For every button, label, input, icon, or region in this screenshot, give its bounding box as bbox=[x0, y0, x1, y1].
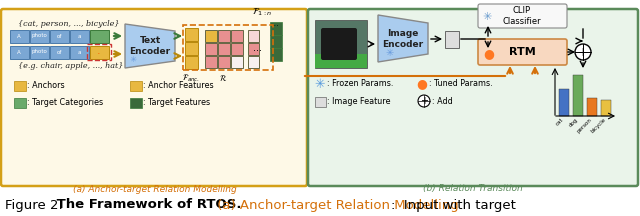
Text: {cat, person, ..., bicycle}: {cat, person, ..., bicycle} bbox=[18, 20, 120, 28]
Text: of: of bbox=[56, 33, 61, 38]
Text: ✳: ✳ bbox=[386, 48, 394, 58]
Text: : Tuned Params.: : Tuned Params. bbox=[429, 79, 493, 89]
FancyBboxPatch shape bbox=[90, 46, 109, 59]
Text: : Image Feature: : Image Feature bbox=[327, 97, 390, 105]
Bar bbox=[315, 20, 367, 68]
Text: : Anchor Features: : Anchor Features bbox=[143, 81, 214, 90]
Text: : Frozen Params.: : Frozen Params. bbox=[327, 79, 394, 89]
Text: : Add: : Add bbox=[432, 97, 452, 105]
Bar bbox=[218, 43, 230, 55]
Text: ✳: ✳ bbox=[129, 54, 136, 64]
FancyBboxPatch shape bbox=[70, 46, 88, 59]
Text: photo: photo bbox=[31, 49, 47, 54]
Text: (a) Anchor-target Relation Modelling: (a) Anchor-target Relation Modelling bbox=[73, 184, 237, 194]
Circle shape bbox=[418, 95, 430, 107]
Text: (b) Relation Transition: (b) Relation Transition bbox=[423, 184, 523, 194]
FancyBboxPatch shape bbox=[13, 97, 26, 108]
Text: ✳: ✳ bbox=[483, 12, 492, 22]
Bar bbox=[205, 43, 217, 55]
Polygon shape bbox=[378, 15, 428, 62]
FancyBboxPatch shape bbox=[70, 30, 88, 43]
FancyBboxPatch shape bbox=[10, 46, 29, 59]
Text: The Framework of RTOS.: The Framework of RTOS. bbox=[52, 199, 241, 211]
Bar bbox=[218, 30, 230, 42]
Text: of: of bbox=[56, 49, 61, 54]
Text: ●: ● bbox=[417, 78, 428, 91]
Bar bbox=[248, 43, 259, 55]
FancyBboxPatch shape bbox=[314, 97, 326, 106]
FancyBboxPatch shape bbox=[13, 81, 26, 91]
Text: (a) Anchor-target Relation Modelling: (a) Anchor-target Relation Modelling bbox=[213, 199, 459, 211]
FancyBboxPatch shape bbox=[10, 30, 29, 43]
Text: ...: ... bbox=[253, 43, 262, 53]
FancyBboxPatch shape bbox=[1, 9, 307, 186]
Bar bbox=[205, 56, 217, 68]
Text: {e.g. chair, apple, ..., hat}: {e.g. chair, apple, ..., hat} bbox=[18, 62, 124, 70]
FancyBboxPatch shape bbox=[90, 30, 109, 43]
FancyBboxPatch shape bbox=[184, 41, 198, 54]
FancyBboxPatch shape bbox=[129, 97, 141, 108]
Bar bbox=[601, 100, 611, 116]
FancyBboxPatch shape bbox=[478, 39, 567, 65]
Text: RTM: RTM bbox=[509, 47, 536, 57]
Circle shape bbox=[575, 44, 591, 60]
FancyBboxPatch shape bbox=[29, 30, 49, 43]
FancyBboxPatch shape bbox=[129, 81, 141, 91]
Text: ·: · bbox=[97, 49, 101, 59]
Text: +: + bbox=[578, 46, 588, 59]
Bar bbox=[248, 30, 259, 42]
Text: ✳: ✳ bbox=[315, 78, 325, 91]
Text: $\mathcal{F}_{anc.}$: $\mathcal{F}_{anc.}$ bbox=[182, 73, 200, 84]
Text: Text
Encoder: Text Encoder bbox=[129, 36, 171, 56]
FancyBboxPatch shape bbox=[49, 30, 68, 43]
Text: $\mathcal{R}$: $\mathcal{R}$ bbox=[219, 73, 227, 83]
Text: Figure 2:: Figure 2: bbox=[5, 199, 63, 211]
Text: : Target Features: : Target Features bbox=[143, 98, 210, 107]
Bar bbox=[573, 75, 583, 116]
Bar bbox=[587, 98, 597, 116]
Text: cat: cat bbox=[556, 117, 565, 127]
Text: Image
Encoder: Image Encoder bbox=[383, 29, 424, 49]
FancyBboxPatch shape bbox=[321, 28, 357, 60]
Text: photo: photo bbox=[31, 33, 47, 38]
Text: ...: ... bbox=[271, 19, 279, 29]
Text: : Target Categories: : Target Categories bbox=[27, 98, 103, 107]
Text: a: a bbox=[77, 33, 81, 38]
Text: a: a bbox=[77, 49, 81, 54]
FancyBboxPatch shape bbox=[445, 30, 458, 48]
FancyBboxPatch shape bbox=[478, 4, 567, 28]
Bar bbox=[248, 56, 259, 68]
Bar bbox=[218, 56, 230, 68]
Text: $\mathcal{F}_{1:n}$: $\mathcal{F}_{1:n}$ bbox=[252, 6, 272, 18]
FancyBboxPatch shape bbox=[184, 56, 198, 68]
Text: dog: dog bbox=[568, 117, 579, 128]
Text: person: person bbox=[576, 117, 593, 134]
Bar bbox=[231, 43, 243, 55]
FancyBboxPatch shape bbox=[49, 46, 68, 59]
Text: bicycle: bicycle bbox=[590, 117, 607, 134]
Text: :  Input with target: : Input with target bbox=[391, 199, 516, 211]
FancyBboxPatch shape bbox=[308, 9, 638, 186]
Bar bbox=[559, 89, 569, 116]
FancyBboxPatch shape bbox=[269, 22, 282, 35]
Text: CLIP
Classifier: CLIP Classifier bbox=[502, 6, 541, 26]
Text: ●: ● bbox=[484, 48, 495, 60]
FancyBboxPatch shape bbox=[269, 35, 282, 48]
Bar bbox=[231, 56, 243, 68]
Text: A: A bbox=[17, 49, 21, 54]
Bar bbox=[315, 54, 367, 68]
FancyBboxPatch shape bbox=[29, 46, 49, 59]
Polygon shape bbox=[125, 24, 175, 68]
Text: : Anchors: : Anchors bbox=[27, 81, 65, 90]
Text: A: A bbox=[17, 33, 21, 38]
FancyBboxPatch shape bbox=[269, 48, 282, 60]
FancyBboxPatch shape bbox=[184, 27, 198, 41]
Bar bbox=[231, 30, 243, 42]
Text: +: + bbox=[420, 96, 428, 106]
Bar bbox=[205, 30, 217, 42]
